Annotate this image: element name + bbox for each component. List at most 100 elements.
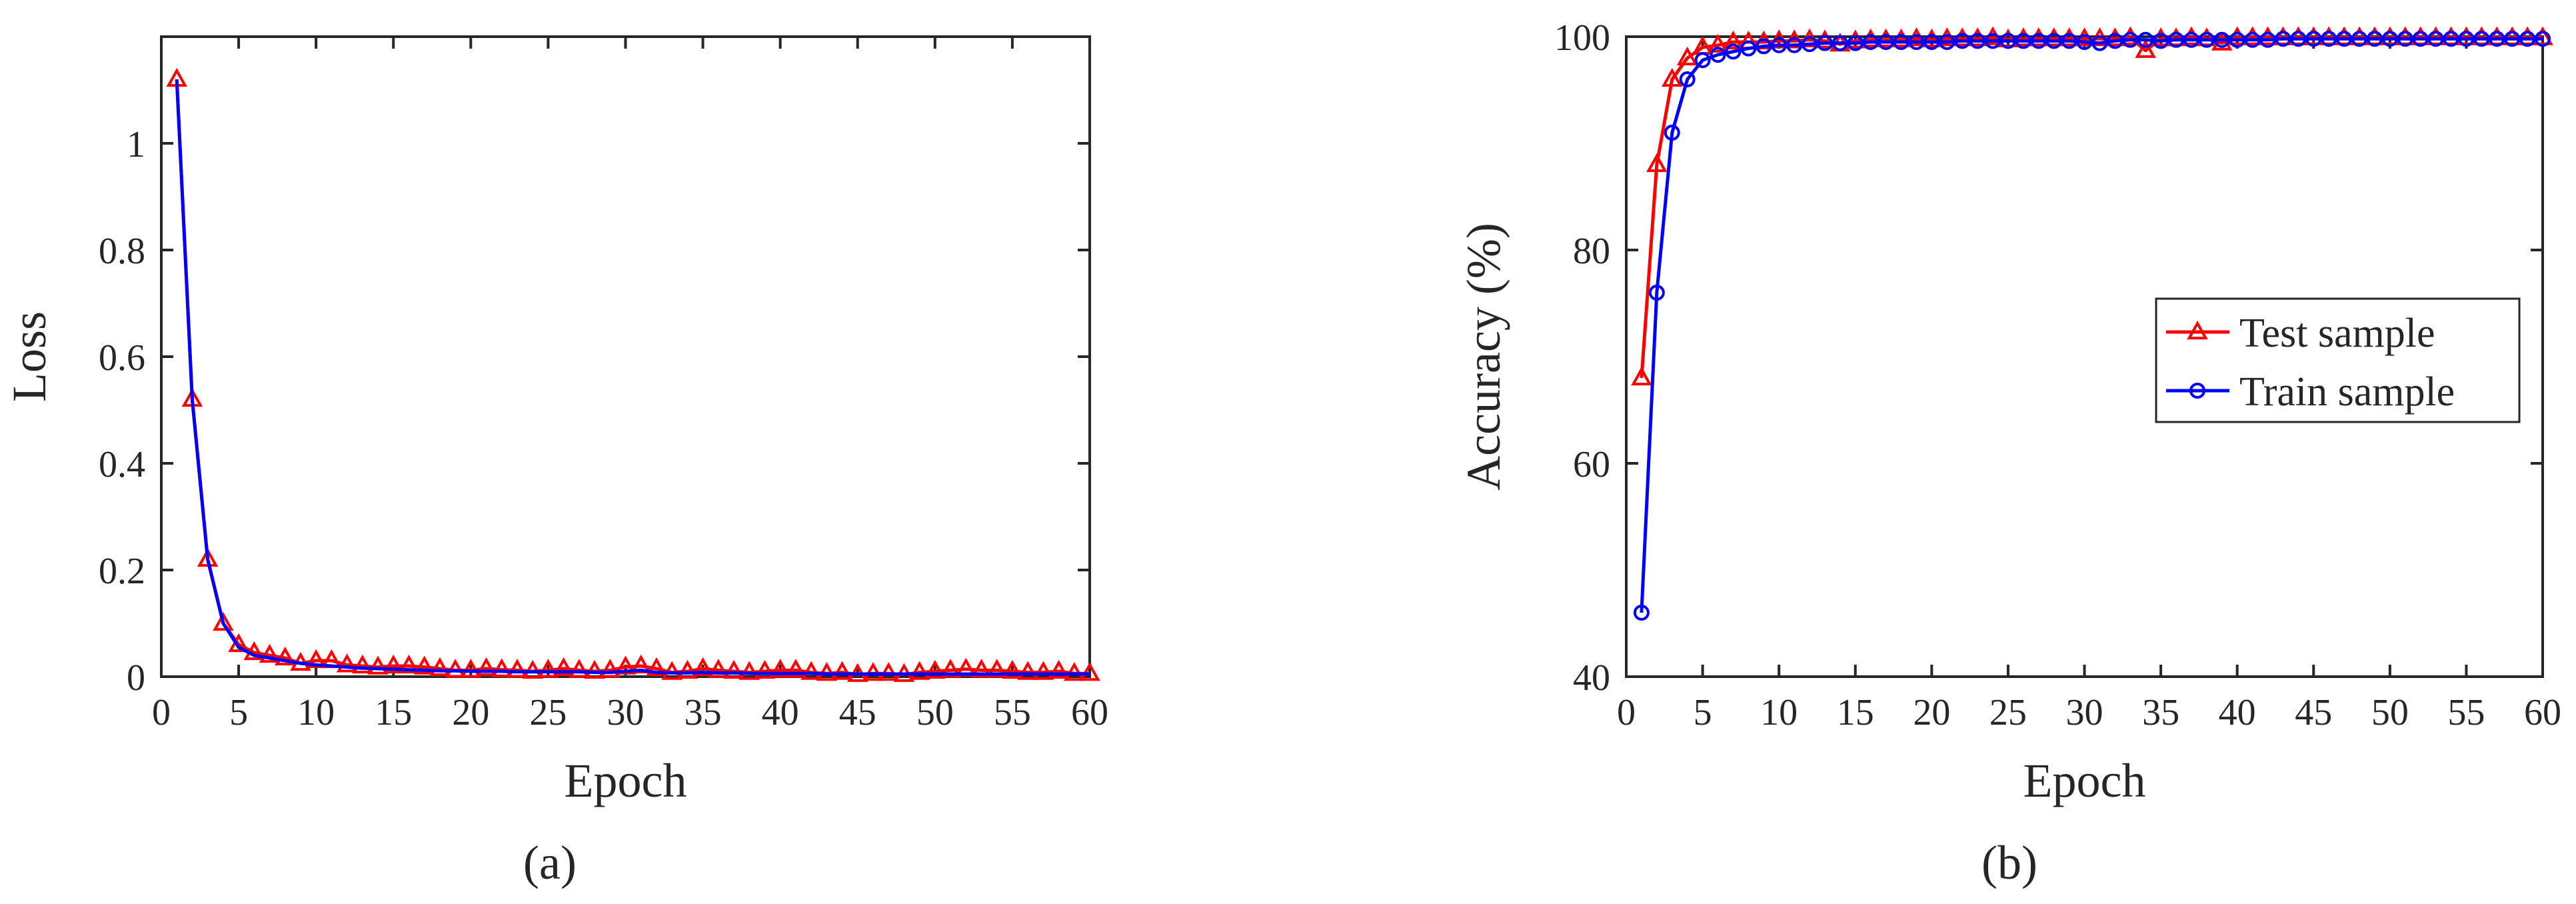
y-tick-label-b: 40 — [1573, 657, 1610, 699]
point-test-sample-a — [831, 661, 853, 680]
point-train-sample-b — [1771, 37, 1788, 53]
point-test-sample-a — [522, 659, 543, 679]
point-test-sample-b — [2211, 31, 2233, 51]
point-test-sample-a — [475, 657, 497, 677]
point-train-sample-b — [2137, 31, 2154, 48]
x-tick-label-b: 45 — [2295, 692, 2332, 733]
y-tick-label-a: 0 — [127, 657, 145, 699]
point-test-sample-b — [1722, 30, 1744, 50]
x-tick-label-b: 15 — [1837, 692, 1874, 733]
series-train-sample-b — [1633, 31, 2551, 621]
point-test-sample-a — [429, 657, 451, 677]
point-train-sample-b — [1740, 40, 1757, 57]
y-tick-label-a: 0.2 — [99, 551, 145, 592]
point-train-sample-b — [2076, 34, 2093, 50]
point-test-sample-a — [537, 659, 559, 678]
point-test-sample-a — [692, 657, 714, 677]
point-test-sample-b — [1997, 28, 2019, 47]
point-test-sample-a — [491, 658, 513, 677]
x-tick-label-b: 25 — [1989, 692, 2027, 733]
point-test-sample-a — [1048, 659, 1070, 679]
y-tick-label-b: 80 — [1573, 231, 1610, 272]
point-test-sample-b — [2471, 26, 2493, 45]
panel-a-loss-chart: 0 5 10 15 20 25 30 35 40 45 50 55 60 0 0.2 0.4 0.6 0.8 1 Ep… — [3, 35, 1108, 807]
point-train-sample-b — [2504, 31, 2521, 47]
x-tick-label-a: 25 — [529, 692, 567, 733]
point-test-sample-b — [2287, 26, 2309, 45]
point-train-sample-b — [1893, 34, 1910, 50]
point-train-sample-b — [1694, 52, 1711, 69]
point-train-sample-b — [2259, 31, 2276, 48]
point-test-sample-a — [383, 654, 405, 674]
point-train-sample-b — [2427, 31, 2444, 47]
point-test-sample-b — [2486, 26, 2508, 45]
x-tick-label-a: 15 — [375, 692, 412, 733]
point-train-sample-b — [2489, 31, 2505, 47]
point-test-sample-a — [460, 659, 482, 678]
series-test-sample-a — [166, 67, 1100, 682]
point-test-sample-b — [1676, 46, 1698, 66]
x-tick-label-a: 45 — [839, 692, 876, 733]
point-test-sample-a — [569, 659, 590, 678]
point-train-sample-b — [1679, 71, 1696, 87]
y-axis-label-a: Loss — [3, 311, 56, 402]
point-test-sample-a — [1032, 661, 1054, 680]
point-train-sample-b — [1908, 34, 1925, 50]
point-train-sample-b — [1710, 47, 1726, 63]
point-test-sample-a — [1002, 659, 1023, 679]
y-axis-label-b: Accuracy (%) — [1457, 223, 1510, 491]
caption-b: (b) — [1981, 836, 2037, 889]
point-test-sample-b — [2303, 26, 2325, 45]
point-test-sample-a — [940, 659, 961, 678]
point-train-sample-b — [1939, 34, 1955, 50]
x-tick-label-a: 60 — [1071, 692, 1108, 733]
series-train-sample-a — [175, 79, 1090, 676]
point-train-sample-b — [1847, 35, 1864, 51]
x-tick-label-b: 0 — [1617, 692, 1636, 733]
point-train-sample-b — [1878, 34, 1894, 50]
point-train-sample-b — [1924, 34, 1940, 50]
point-test-sample-b — [2425, 26, 2447, 45]
caption-a-text: (a) — [523, 836, 577, 889]
legend-box-b — [2155, 297, 2521, 423]
point-train-sample-b — [2535, 31, 2551, 47]
y-tick-label-a: 0.4 — [99, 444, 145, 485]
point-train-sample-b — [1648, 285, 1665, 301]
point-train-sample-b — [2030, 33, 2047, 49]
point-test-sample-a — [413, 655, 435, 675]
point-train-sample-b — [1832, 35, 1848, 51]
point-test-sample-a — [1064, 662, 1085, 681]
legend-label-b: Test sample — [2239, 311, 2435, 356]
point-train-sample-b — [2153, 33, 2169, 49]
point-train-sample-b — [2473, 31, 2490, 47]
point-test-sample-a — [676, 659, 698, 679]
point-train-sample-b — [2351, 31, 2367, 47]
x-tick-label-a: 55 — [994, 692, 1031, 733]
point-train-sample-b — [2336, 31, 2353, 47]
point-test-sample-b — [2318, 26, 2339, 45]
point-train-sample-b — [2397, 31, 2413, 47]
point-train-sample-b — [2412, 31, 2429, 47]
x-tick-label-a: 10 — [297, 692, 335, 733]
point-train-sample-b — [2366, 31, 2383, 47]
point-test-sample-a — [754, 659, 776, 679]
point-test-sample-a — [924, 659, 946, 679]
point-test-sample-a — [630, 654, 652, 674]
point-test-sample-a — [274, 646, 296, 666]
point-test-sample-a — [862, 662, 884, 681]
legend-label-b: Train sample — [2239, 369, 2455, 415]
point-train-sample-b — [2458, 31, 2475, 47]
point-test-sample-a — [445, 659, 466, 678]
point-test-sample-a — [661, 661, 682, 680]
point-train-sample-b — [2321, 31, 2337, 47]
point-test-sample-b — [2501, 26, 2523, 45]
point-test-sample-b — [2135, 39, 2156, 58]
point-train-sample-b — [2275, 31, 2291, 47]
point-train-sample-b — [2183, 31, 2199, 48]
point-test-sample-a — [398, 654, 420, 674]
point-train-sample-b — [2045, 33, 2062, 49]
y-tick-label-b: 100 — [1554, 17, 1610, 59]
y-tick-label-a: 0.6 — [99, 337, 145, 379]
